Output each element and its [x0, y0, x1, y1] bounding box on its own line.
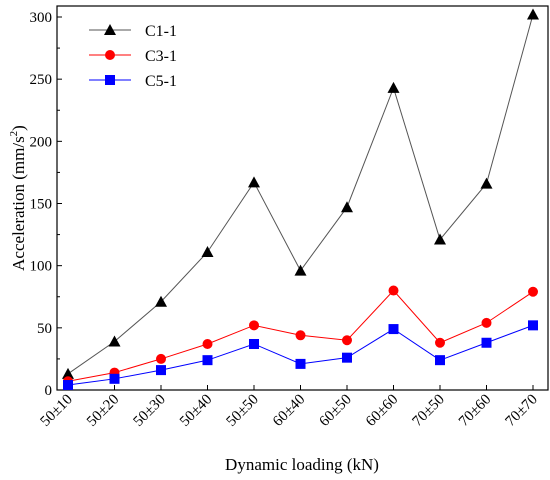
series-line: [67, 14, 534, 375]
data-point: [155, 295, 167, 307]
x-tick-label: 60±60: [363, 392, 401, 430]
data-point: [434, 233, 446, 245]
y-tick-label: 150: [30, 197, 53, 213]
y-axis-title-main: Acceleration (mm/s: [9, 136, 28, 271]
data-point: [435, 337, 445, 348]
x-tick-label: 50±50: [223, 392, 261, 430]
data-point: [295, 330, 306, 341]
y-axis-title-close: ): [9, 125, 28, 131]
x-axis: 50±10 50±20 50±30 50±40 50±50 60±40 60±50 60±60…: [37, 385, 541, 430]
data-point: [295, 358, 306, 369]
data-point: [481, 317, 492, 328]
data-point: [387, 81, 400, 93]
data-point: [249, 320, 259, 331]
y-tick-label: 0: [45, 383, 53, 399]
data-point: [202, 355, 213, 366]
data-point: [528, 320, 538, 331]
legend-label: C5-1: [145, 73, 177, 90]
y-tick-label: 200: [30, 134, 53, 150]
legend-label: C1-1: [145, 23, 177, 40]
y-tick-label: 50: [37, 321, 52, 337]
legend-marker: [104, 24, 116, 35]
x-tick-label: 70±60: [456, 392, 494, 430]
data-point: [435, 355, 445, 366]
data-point: [248, 176, 260, 188]
data-point: [156, 353, 166, 364]
data-point: [294, 264, 307, 276]
data-point: [249, 338, 259, 349]
x-tick-label: 70±70: [502, 392, 540, 430]
y-axis-title: Acceleration (mm/s2): [8, 125, 28, 271]
series-c3-1: [63, 285, 538, 387]
data-point: [528, 286, 538, 297]
legend-item-c3-1: C3-1: [89, 48, 177, 65]
data-point: [342, 335, 352, 346]
x-tick-label: 70±50: [409, 392, 447, 430]
x-tick-label: 60±40: [270, 392, 308, 430]
legend-marker: [105, 50, 115, 60]
y-tick-label: 300: [30, 10, 53, 26]
data-point: [388, 324, 399, 335]
data-point: [63, 380, 73, 391]
plot-frame: [56, 5, 549, 391]
data-point: [480, 177, 493, 189]
series-c1-1: [62, 8, 539, 379]
data-point: [481, 337, 492, 348]
data-point: [156, 365, 166, 376]
data-point: [341, 201, 353, 213]
x-tick-label: 50±10: [37, 392, 75, 430]
legend-item-c1-1: C1-1: [89, 23, 177, 40]
x-tick-label: 60±50: [316, 392, 354, 430]
data-point: [108, 335, 121, 347]
x-axis-title: Dynamic loading (kN): [225, 455, 379, 474]
y-axis-title-sup: 2: [8, 131, 20, 137]
data-point: [342, 352, 352, 363]
legend-item-c5-1: C5-1: [89, 73, 177, 90]
x-tick-label: 50±30: [130, 392, 168, 430]
data-point: [109, 373, 120, 384]
legend-label: C3-1: [145, 48, 177, 65]
legend: C1-1 C3-1 C5-1: [89, 23, 177, 90]
x-tick-label: 50±40: [177, 392, 215, 430]
series-layer: [62, 8, 539, 391]
data-point: [202, 338, 213, 349]
legend-marker: [105, 75, 115, 85]
y-axis: 0 50 100 150 200 250 300: [30, 10, 62, 399]
data-point: [201, 245, 214, 257]
data-point: [527, 8, 539, 20]
x-tick-label: 50±20: [84, 392, 122, 430]
data-point: [62, 367, 74, 379]
y-tick-label: 250: [30, 72, 53, 88]
data-point: [388, 285, 399, 296]
y-tick-label: 100: [30, 259, 53, 275]
series-c5-1: [63, 320, 538, 391]
